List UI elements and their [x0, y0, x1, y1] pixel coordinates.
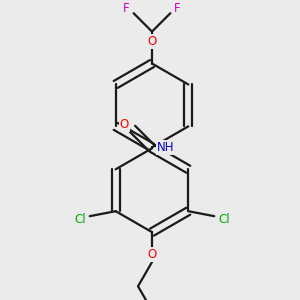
Text: O: O	[120, 118, 129, 131]
Text: Cl: Cl	[218, 213, 230, 226]
Text: O: O	[147, 35, 157, 48]
Text: F: F	[174, 2, 181, 15]
Text: F: F	[123, 2, 130, 15]
Text: NH: NH	[157, 141, 175, 154]
Text: O: O	[147, 248, 157, 261]
Text: Cl: Cl	[74, 213, 85, 226]
